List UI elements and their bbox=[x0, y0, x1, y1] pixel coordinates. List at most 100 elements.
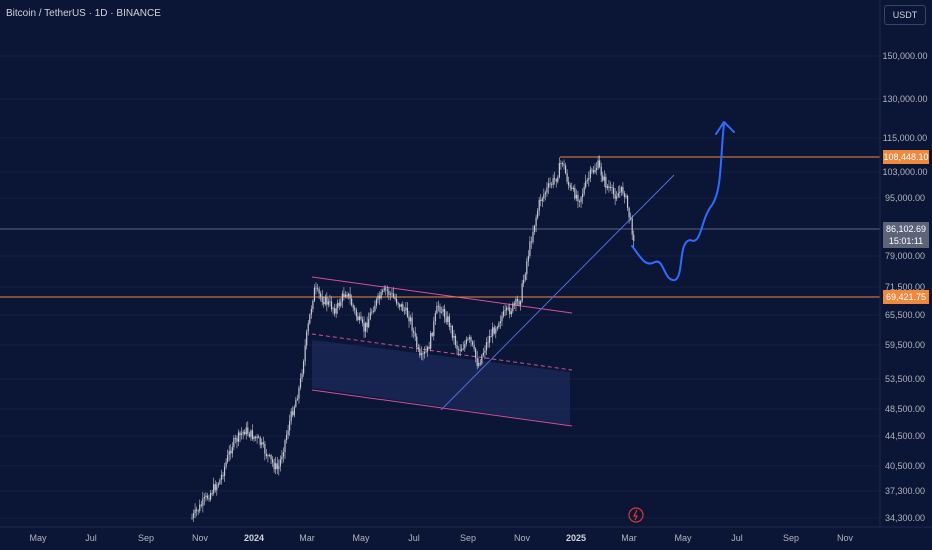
currency-selector[interactable]: USDT bbox=[884, 5, 926, 25]
candle-body bbox=[208, 498, 210, 500]
candle-body bbox=[473, 344, 475, 349]
candle-body bbox=[245, 427, 247, 435]
candle-body bbox=[628, 207, 630, 218]
candle-body bbox=[620, 187, 622, 192]
candle-body bbox=[330, 301, 333, 310]
candle-body bbox=[451, 326, 453, 338]
candle-body bbox=[434, 313, 436, 322]
price-tick-label: 48,500.00 bbox=[885, 404, 925, 414]
candle-body bbox=[281, 456, 283, 460]
candle-body bbox=[371, 311, 373, 313]
candle-body bbox=[520, 301, 522, 305]
candle-body bbox=[571, 187, 573, 189]
candle-body bbox=[262, 442, 264, 444]
candle-body bbox=[524, 274, 526, 280]
candle-body bbox=[588, 177, 590, 180]
candle-body bbox=[568, 181, 570, 186]
candle-body bbox=[481, 355, 483, 364]
candle-body bbox=[321, 296, 323, 303]
candle-body bbox=[337, 302, 339, 309]
candle-body bbox=[247, 427, 249, 434]
candle-body bbox=[478, 363, 480, 366]
candle-body bbox=[619, 191, 621, 193]
trendline[interactable] bbox=[440, 174, 675, 411]
candle-body bbox=[270, 454, 272, 460]
time-tick-label: Nov bbox=[514, 533, 531, 543]
candle-body bbox=[354, 307, 356, 310]
candle-body bbox=[366, 322, 368, 328]
candle-body bbox=[341, 293, 343, 302]
candle-body bbox=[442, 308, 444, 312]
candle-body bbox=[586, 179, 588, 181]
support-price-text: 69,421.75 bbox=[886, 292, 926, 302]
candle-body bbox=[431, 333, 433, 336]
candle-body bbox=[439, 306, 441, 313]
time-tick-label: Jul bbox=[731, 533, 743, 543]
candle-body bbox=[440, 311, 443, 313]
candle-body bbox=[289, 420, 291, 431]
candle-body bbox=[382, 290, 384, 293]
candle-body bbox=[521, 283, 523, 302]
candle-body bbox=[433, 321, 435, 336]
candle-body bbox=[529, 241, 531, 256]
candle-body bbox=[611, 187, 613, 188]
candle-body bbox=[599, 160, 601, 167]
candle-body bbox=[575, 194, 577, 199]
candle-body bbox=[489, 336, 491, 343]
candle-body bbox=[312, 300, 314, 309]
candle-body bbox=[220, 474, 223, 480]
candle-body bbox=[306, 331, 308, 346]
candle-body bbox=[428, 346, 430, 349]
candle-body bbox=[385, 288, 387, 290]
candle-body bbox=[436, 305, 438, 314]
candle-body bbox=[210, 493, 212, 500]
time-tick-label: May bbox=[674, 533, 692, 543]
candle-body bbox=[476, 357, 478, 366]
price-tick-label: 53,500.00 bbox=[885, 374, 925, 384]
channel-lower-line bbox=[311, 389, 573, 427]
candle-body bbox=[538, 199, 540, 211]
candle-body bbox=[523, 279, 525, 284]
candle-body bbox=[414, 332, 416, 337]
candle-body bbox=[231, 447, 233, 454]
candle-body bbox=[499, 321, 502, 324]
candle-body bbox=[504, 310, 506, 312]
candle-body bbox=[484, 350, 486, 353]
candle-body bbox=[447, 316, 449, 322]
candle-body bbox=[261, 442, 263, 445]
price-axis-panel[interactable] bbox=[880, 0, 932, 550]
time-tick-label: Sep bbox=[783, 533, 799, 543]
candle-body bbox=[577, 194, 579, 202]
candle-body bbox=[313, 287, 316, 301]
candle-body bbox=[560, 163, 562, 164]
candle-body bbox=[518, 301, 520, 305]
grid bbox=[0, 55, 880, 519]
price-tick-label: 150,000.00 bbox=[882, 51, 927, 61]
candle-body bbox=[253, 436, 255, 440]
candle-body bbox=[202, 498, 204, 506]
candle-body bbox=[602, 175, 604, 181]
candle-body bbox=[250, 430, 252, 437]
candle-body bbox=[569, 185, 571, 188]
symbol-title: Bitcoin / TetherUS · 1D · BINANCE bbox=[6, 8, 161, 19]
candle-body bbox=[287, 430, 289, 435]
candle-body bbox=[468, 337, 471, 340]
lightning-event-icon[interactable] bbox=[628, 507, 644, 523]
time-tick-label: Mar bbox=[299, 533, 315, 543]
candle-body bbox=[211, 493, 213, 494]
candle-body bbox=[380, 292, 382, 299]
candle-body bbox=[349, 293, 351, 299]
candle-body bbox=[532, 231, 534, 243]
candle-body bbox=[295, 399, 297, 407]
projection-path[interactable] bbox=[631, 123, 725, 282]
candle-body bbox=[526, 261, 528, 275]
candle-body bbox=[437, 305, 440, 307]
candle-body bbox=[304, 345, 306, 362]
price-tick-label: 40,500.00 bbox=[885, 461, 925, 471]
candle-body bbox=[461, 348, 463, 351]
candle-body bbox=[459, 350, 461, 351]
candle-body bbox=[242, 431, 244, 434]
candle-body bbox=[540, 199, 542, 201]
